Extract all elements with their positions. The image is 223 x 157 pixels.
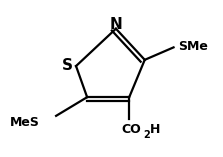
Text: SMe: SMe bbox=[178, 40, 208, 53]
Text: 2: 2 bbox=[144, 130, 150, 140]
Text: S: S bbox=[62, 58, 73, 73]
Text: CO: CO bbox=[122, 123, 141, 136]
Text: MeS: MeS bbox=[10, 116, 39, 129]
Text: N: N bbox=[109, 17, 122, 32]
Text: H: H bbox=[150, 123, 161, 136]
